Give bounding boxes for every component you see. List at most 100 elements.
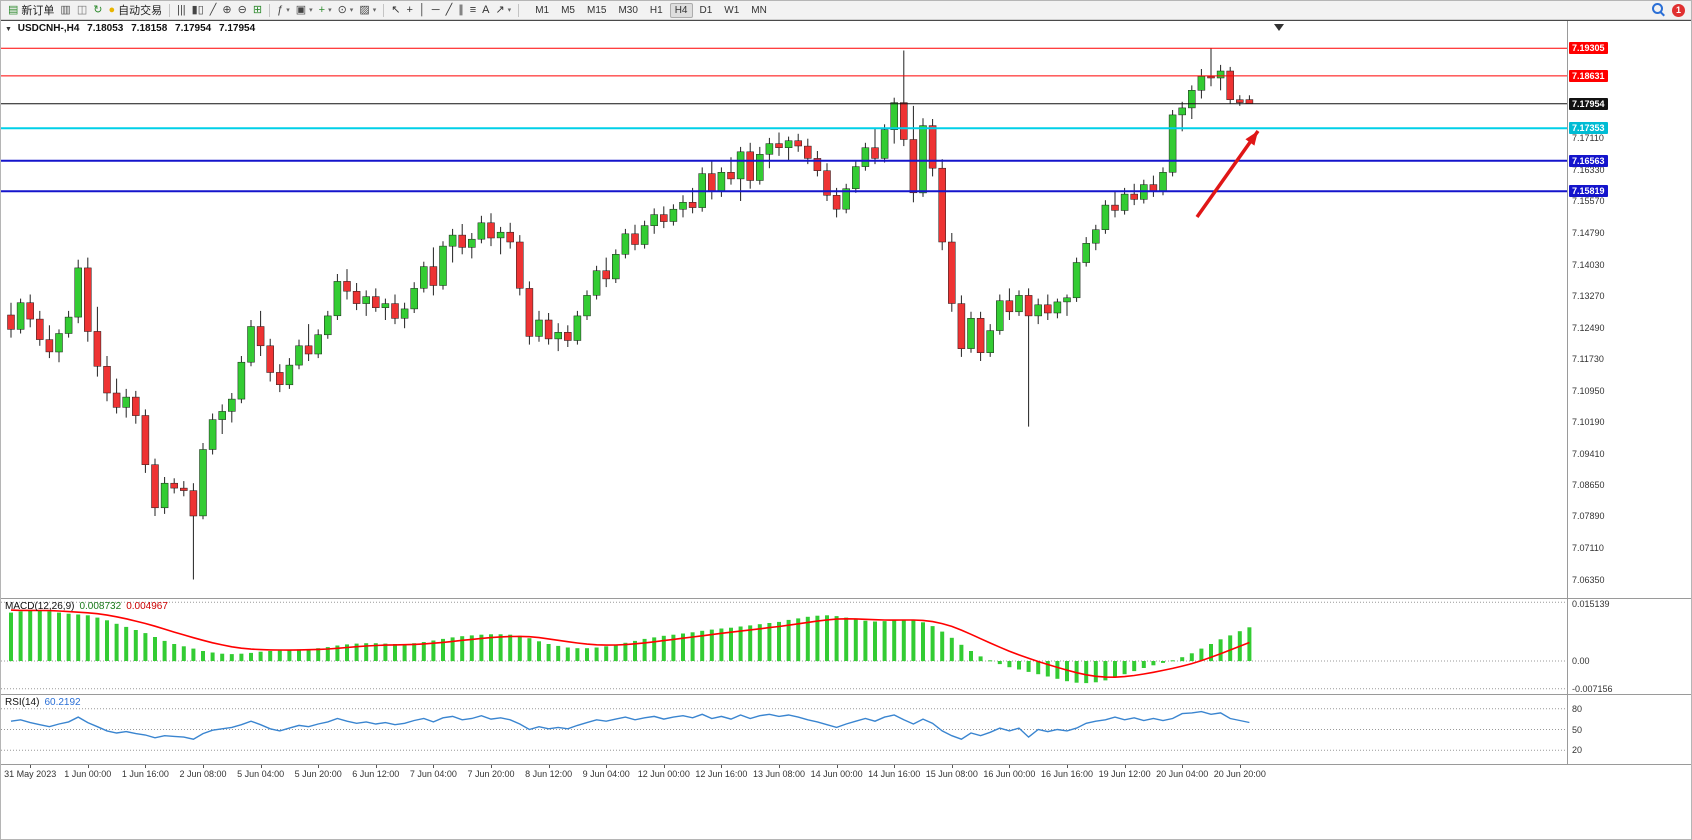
rsi-axis[interactable]: 80 50 20 [1567,695,1691,764]
chart-shift-marker-icon[interactable] [1274,24,1284,31]
time-label: 6 Jun 12:00 [352,769,400,779]
macd-histogram-bar [325,647,330,662]
tile-windows-button[interactable]: ⊞ [250,2,265,18]
arrows-tool-button[interactable]: ↗ ▾ [492,2,514,18]
price-line-badge[interactable]: 7.18631 [1569,69,1608,82]
candle-body [708,173,716,192]
candle-body [333,281,342,317]
price-line-badge[interactable]: 7.17353 [1569,122,1608,135]
refresh-button[interactable]: ↻ [90,2,105,18]
channel-button[interactable]: ∥ [455,2,467,18]
trend-arrow-annotation[interactable] [1195,129,1260,219]
candle-body [496,231,505,239]
templates-button[interactable]: ▨ ▾ [356,2,379,18]
caret-down-icon: ▾ [372,7,377,14]
candle-body [199,449,207,517]
cursor-button[interactable]: ↖ [388,2,403,18]
timeframe-d1-button[interactable]: D1 [699,4,713,16]
timeframe-h4-button[interactable]: H4 [669,2,693,18]
time-axis[interactable]: 31 May 2023 1 Jun 00:00 1 Jun 16:00 2 Jun 0… [1,764,1691,782]
fibonacci-icon: ≡ [469,4,477,16]
macd-histogram-bar [1132,661,1137,672]
rsi-plot[interactable]: RSI(14) 60.2192 [1,695,1567,764]
zoom-out-button[interactable]: ⊖ [235,2,250,18]
horizontal-line-button[interactable]: ─ [429,2,443,18]
macd-histogram-bar [921,622,925,662]
new-order-label: 新订单 [21,5,55,17]
profile-icon: ◫ [76,4,88,16]
candle-body [612,254,620,280]
candle-body [352,291,361,304]
timeframe-m30-button[interactable]: M30 [618,4,638,16]
macd-svg[interactable] [1,599,1567,694]
price-plot[interactable]: ▼ USDCNH-,H4 7.18053 7.18158 7.17954 7.1… [1,21,1567,598]
macd-histogram-bar [460,636,465,661]
fibonacci-button[interactable]: ≡ [467,2,479,18]
macd-axis[interactable]: 0.015139 0.00 -0.007156 [1567,599,1691,694]
price-line-badge[interactable]: 7.19305 [1569,42,1608,55]
candle-body [343,281,351,292]
candle-body [189,490,198,517]
macd-histogram-bar [1247,627,1252,661]
chart-collapse-icon[interactable]: ▼ [5,26,12,33]
price-line-badge[interactable]: 7.16563 [1569,154,1608,167]
time-tick [894,765,896,768]
vertical-line-button[interactable]: │ [416,2,429,18]
macd-plot[interactable]: MACD(12,26,9) 0.008732 0.004967 [1,599,1567,694]
rsi-svg[interactable] [1,695,1567,764]
candle-body [477,222,486,240]
candle-body [602,270,610,280]
time-tick [1124,765,1126,768]
text-tool-button[interactable]: A [479,2,492,18]
macd-histogram-bar [1122,661,1127,675]
macd-histogram-bar [930,626,935,661]
new-order-button[interactable]: ▤ 新订单 [5,2,57,18]
notification-badge[interactable]: 1 [1672,3,1685,17]
timeframe-m1-button[interactable]: M1 [535,4,550,16]
macd-histogram-bar [1141,661,1146,668]
price-line-badge[interactable]: 7.17954 [1569,97,1608,110]
macd-histogram-bar [508,634,513,662]
refresh-icon: ↻ [93,4,103,16]
timeframe-w1-button[interactable]: W1 [724,4,740,16]
trendline-button[interactable]: ╱ [443,2,456,18]
macd-histogram-bar [527,638,532,662]
timeframe-m5-button[interactable]: M5 [561,4,575,16]
candle-body [669,208,678,222]
candle-body [804,145,812,159]
price-svg[interactable] [1,21,1567,598]
timeframe-m15-button[interactable]: M15 [587,4,607,16]
time-tick [30,765,32,768]
candle-body [631,233,639,245]
add-indicator-button[interactable]: + ▾ [316,2,335,18]
macd-histogram-bar [335,645,340,661]
macd-histogram-bar [1026,661,1031,672]
macd-histogram-bar [28,610,33,661]
price-line-badge[interactable]: 7.15819 [1569,185,1608,198]
zoom-in-button[interactable]: ⊕ [219,2,234,18]
candle-body [544,319,553,340]
candle-body [928,125,937,169]
profile-button[interactable]: ◫ [74,2,90,18]
auto-trading-button[interactable]: ● 自动交易 [105,2,165,18]
search-icon[interactable] [1652,3,1666,17]
arrows-tool-icon: ↗ [495,4,505,16]
candle-body [592,270,601,296]
chart-window-button[interactable]: ▥ [57,2,73,18]
indicators-button[interactable]: ƒ ▾ [274,2,293,18]
macd-histogram-bar [633,640,637,662]
timeframe-mn-button[interactable]: MN [751,4,767,16]
bars-mode-button[interactable]: ||| [174,2,189,18]
macd-histogram-bar [498,634,503,662]
periods-button[interactable]: ⊙ ▾ [335,2,357,18]
candles-mode-button[interactable]: ▮▯ [189,2,207,18]
line-mode-button[interactable]: ╱ [207,2,220,18]
timeframe-h1-button[interactable]: H1 [649,4,663,16]
macd-histogram-bar [172,644,177,662]
price-axis[interactable]: 7.17110 7.16330 7.15570 7.14790 7.14030 7.132… [1567,21,1691,598]
objects-list-button[interactable]: ▣ ▾ [293,2,316,18]
candle-body [1197,76,1206,91]
crosshair-button[interactable]: + [403,2,415,18]
macd-histogram-bar [882,621,887,661]
candle-body [1101,204,1110,230]
